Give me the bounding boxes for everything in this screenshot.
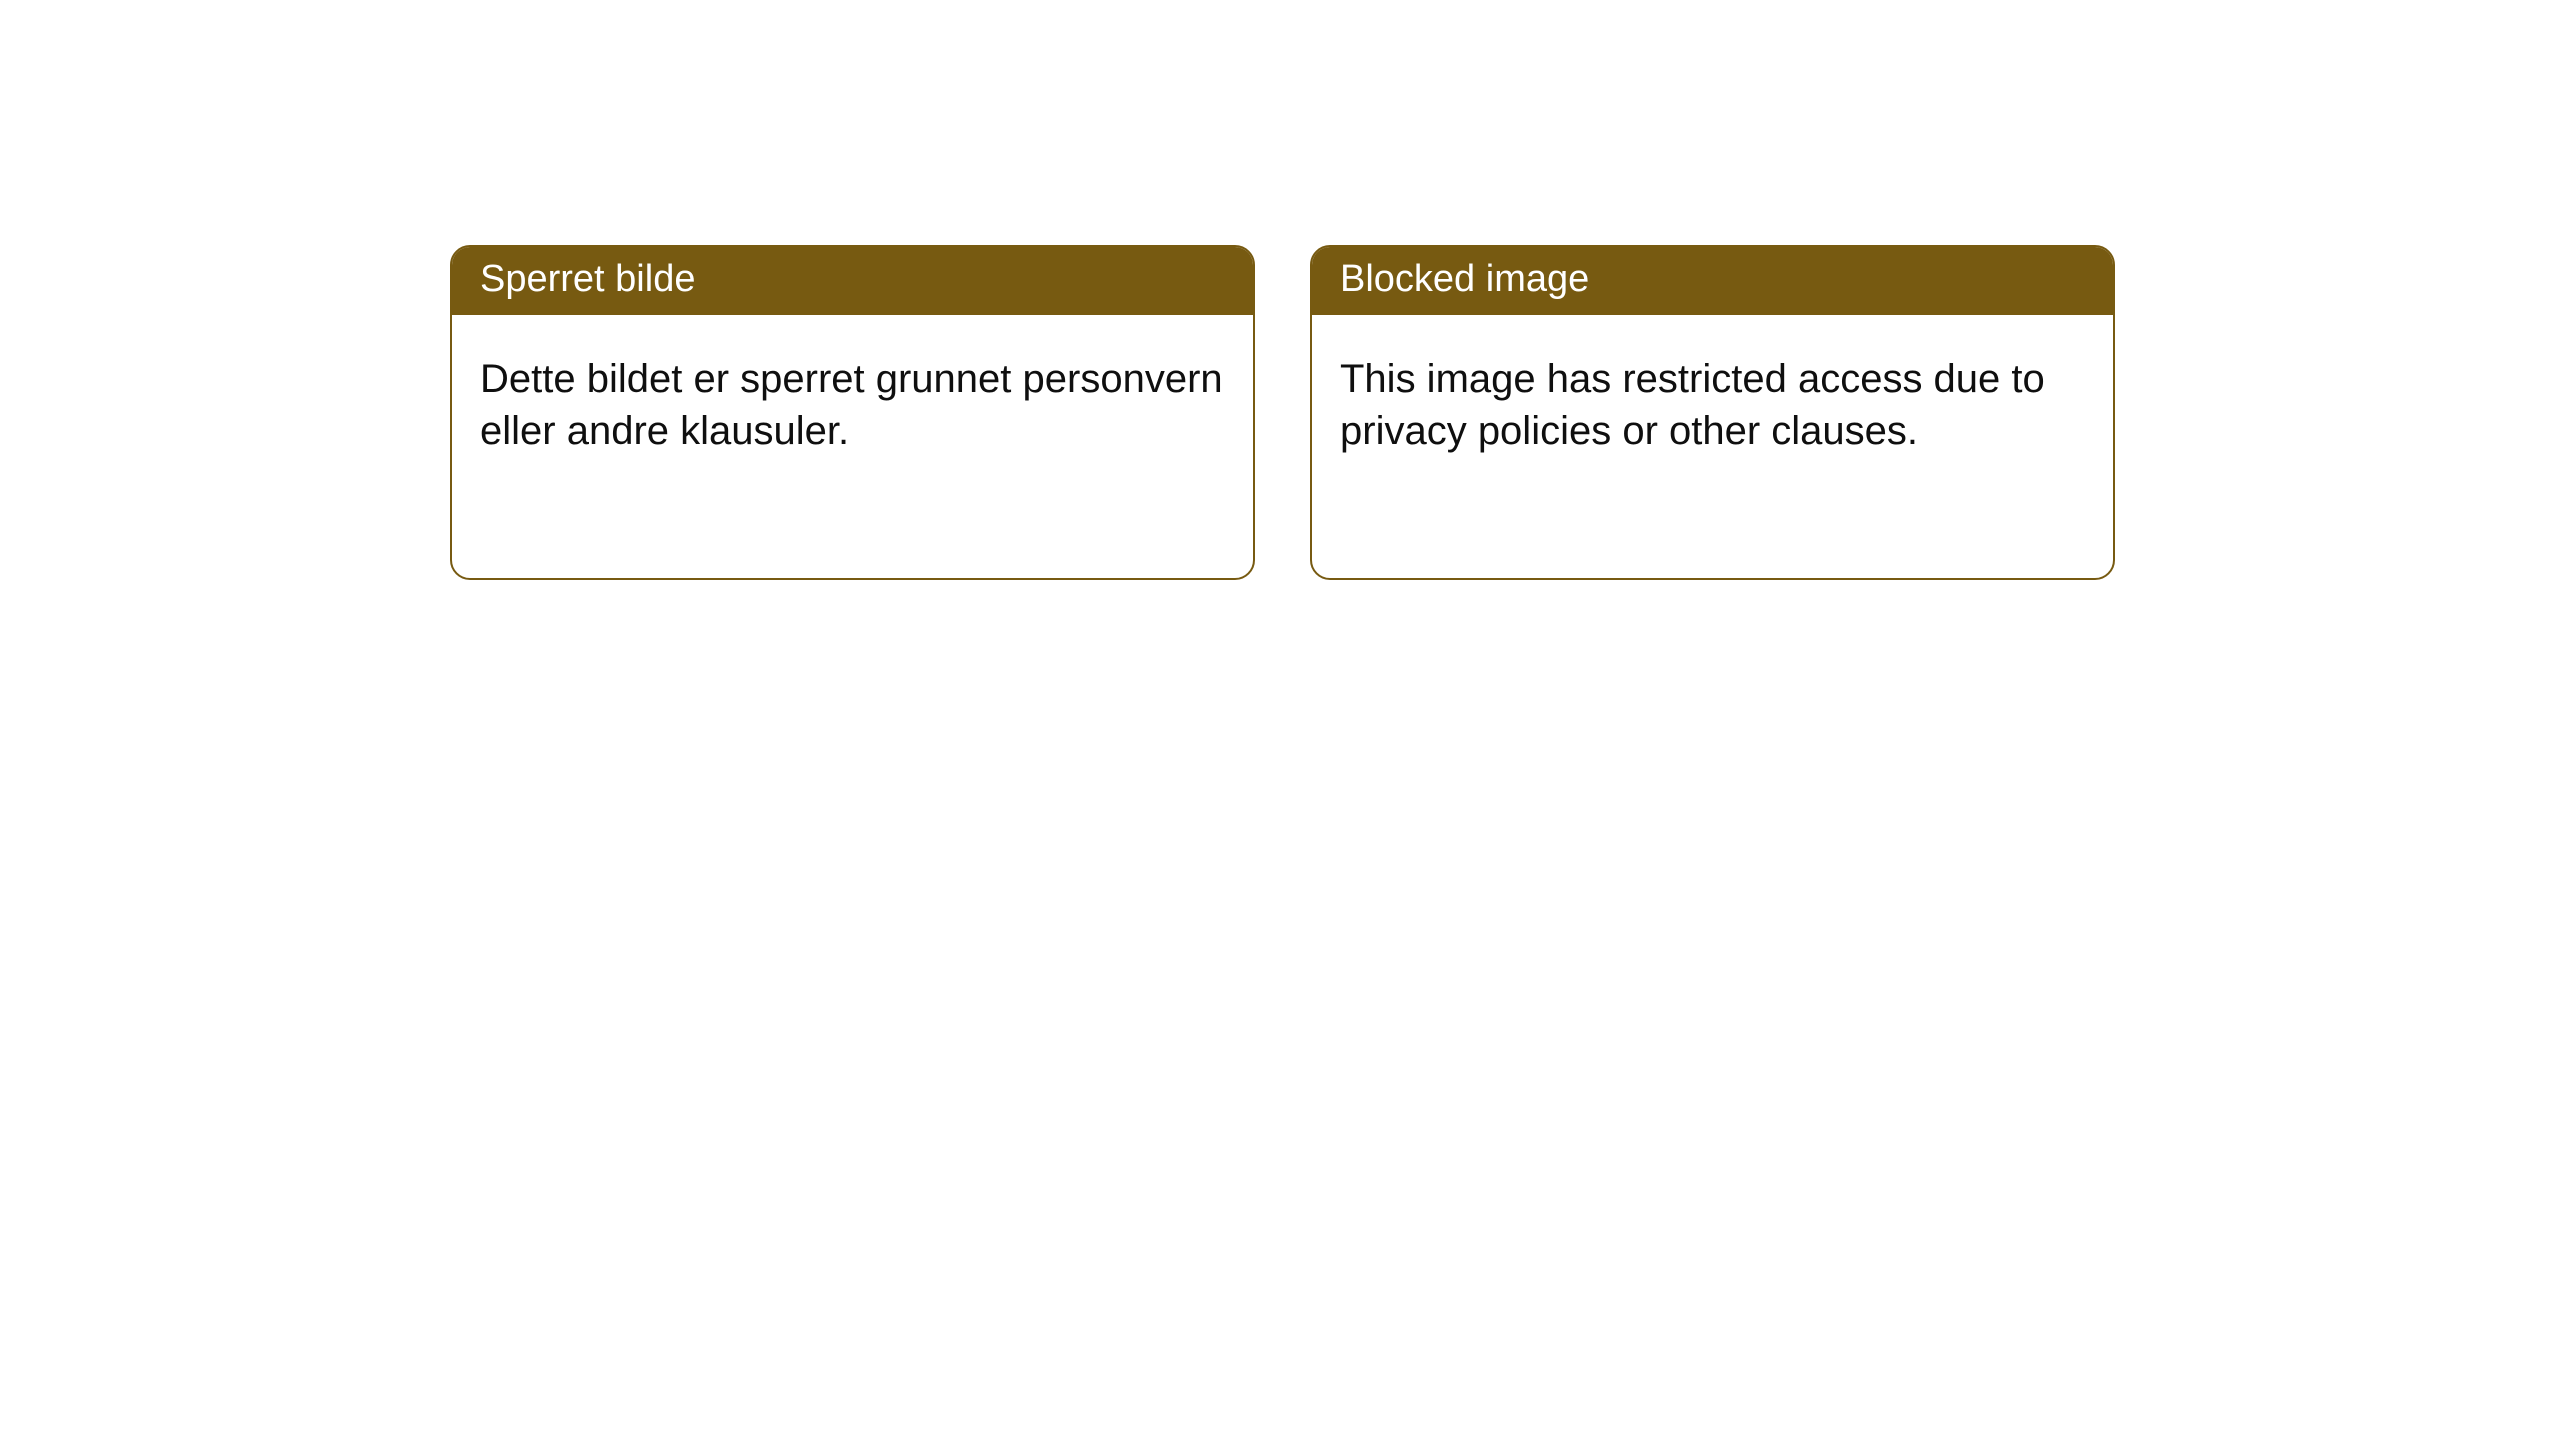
card-title: Blocked image — [1312, 247, 2113, 315]
cards-container: Sperret bilde Dette bildet er sperret gr… — [0, 0, 2560, 580]
card-body-text: This image has restricted access due to … — [1312, 315, 2113, 485]
blocked-image-card-no: Sperret bilde Dette bildet er sperret gr… — [450, 245, 1255, 580]
card-body-text: Dette bildet er sperret grunnet personve… — [452, 315, 1253, 485]
blocked-image-card-en: Blocked image This image has restricted … — [1310, 245, 2115, 580]
card-title: Sperret bilde — [452, 247, 1253, 315]
